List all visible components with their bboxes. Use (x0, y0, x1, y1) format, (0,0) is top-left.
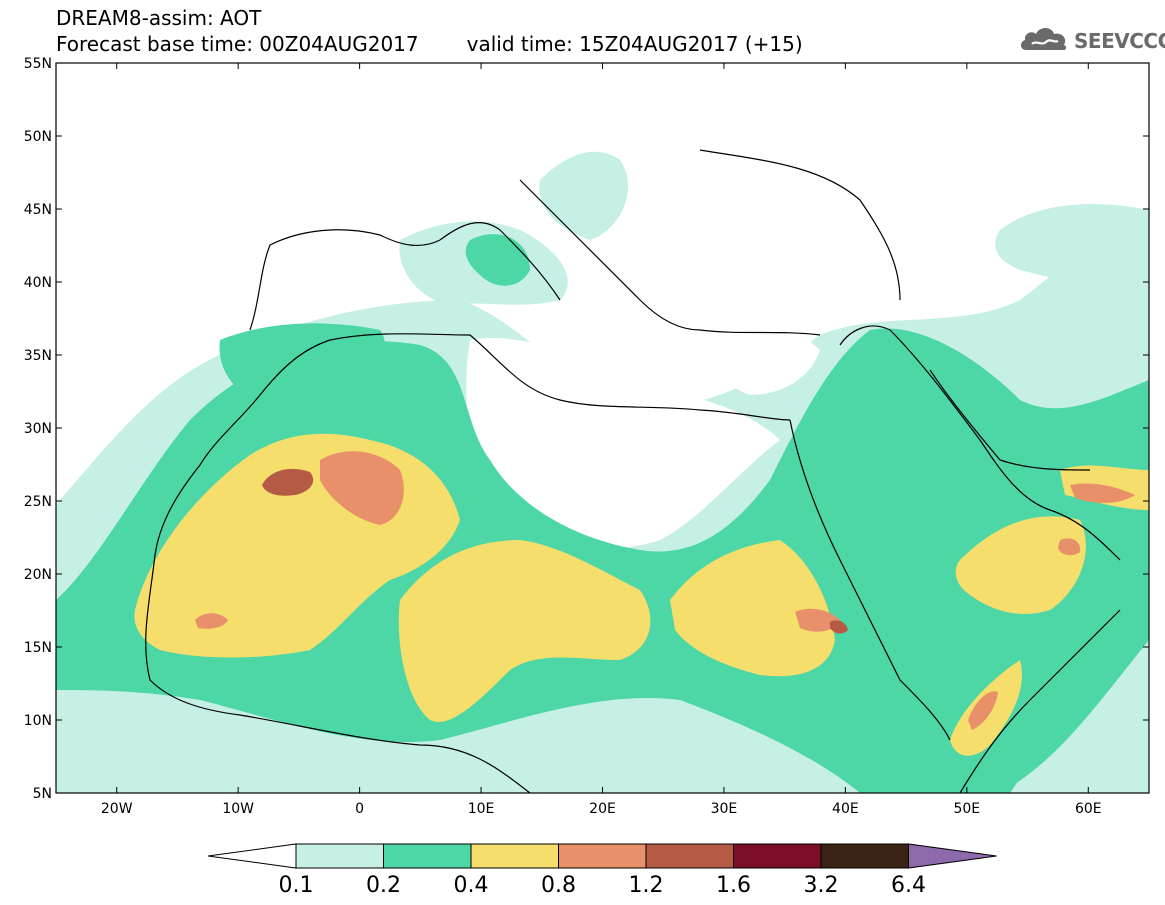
aot-band-0.4-sudan (670, 540, 835, 677)
colorbar-high-arrow (908, 843, 997, 869)
aot-patch-yemen (1058, 538, 1081, 556)
valid-time: valid time: 15Z04AUG2017 (+15) (466, 32, 803, 56)
colorbar-low-arrow (207, 843, 297, 869)
lon-label-20E: 20E (589, 801, 616, 817)
lon-label-50E: 50E (953, 801, 980, 817)
aot-clear-libya (466, 338, 780, 549)
colorbar-label: 0.8 (541, 873, 576, 898)
aot-patch-morocco (219, 323, 386, 410)
colorbar-box (295, 843, 384, 869)
colorbar-labels: 0.1 0.2 0.4 0.8 1.2 1.6 3.2 6.4 (279, 873, 927, 898)
lat-label-50N: 50N (24, 129, 52, 145)
aot-band-0.4-arabia (955, 516, 1086, 615)
aot-core-ethiopia (830, 620, 848, 634)
aot-patch-caspian (995, 204, 1149, 300)
latitude-labels: 5N 10N 15N 20N 25N 30N 35N 40N 45N 50N 55N (24, 56, 52, 802)
colorbar-label: 0.2 (366, 873, 401, 898)
lat-label-10N: 10N (24, 713, 52, 729)
colorbar-label: 1.2 (629, 873, 664, 898)
lat-label-40N: 40N (24, 275, 52, 291)
logo-text: SEEVCCC (1074, 29, 1165, 53)
colorbar (207, 843, 997, 869)
lon-label-20W: 20W (101, 801, 133, 817)
aot-core-algeria (262, 468, 314, 496)
base-time: Forecast base time: 00Z04AUG2017 (56, 32, 419, 56)
lat-label-35N: 35N (24, 348, 52, 364)
aot-clear-levant (714, 326, 820, 395)
aot-patch-somalia-core (968, 691, 998, 730)
seevccc-logo: SEEVCCC (1018, 24, 1165, 54)
colorbar-box (383, 843, 472, 869)
colorbar-label: 3.2 (804, 873, 839, 898)
aot-patch-balkans (539, 151, 629, 240)
aot-patch-tyrrhenian (465, 234, 530, 286)
aot-patch-oman (1070, 483, 1135, 503)
aot-fields (56, 151, 1149, 793)
lat-label-15N: 15N (24, 640, 52, 656)
lon-label-10W: 10W (222, 801, 254, 817)
colorbar-label: 1.6 (716, 873, 751, 898)
colorbar-box (820, 843, 909, 869)
lat-label-5N: 5N (33, 786, 52, 802)
lat-label-45N: 45N (24, 202, 52, 218)
aot-patch-mauritania (195, 613, 228, 629)
lon-label-30E: 30E (711, 801, 738, 817)
lon-label-10E: 10E (468, 801, 495, 817)
lon-label-40E: 40E (832, 801, 859, 817)
colorbar-box (645, 843, 734, 869)
colorbar-label: 0.1 (279, 873, 314, 898)
aot-band-0.4-sahel (398, 540, 651, 722)
colorbar-box (558, 843, 647, 869)
cloud-logo-icon (1020, 28, 1067, 51)
axis-ticks (56, 62, 1149, 794)
colorbar-box (733, 843, 822, 869)
aot-patch-eritrea (795, 608, 840, 632)
coastlines (145, 149, 1121, 793)
lat-label-20N: 20N (24, 567, 52, 583)
colorbar-label: 6.4 (891, 873, 926, 898)
map-title: DREAM8-assim: AOT (56, 6, 262, 30)
lat-label-30N: 30N (24, 421, 52, 437)
lon-label-60E: 60E (1075, 801, 1102, 817)
lat-label-25N: 25N (24, 494, 52, 510)
colorbar-label: 0.4 (454, 873, 489, 898)
colorbar-box (470, 843, 559, 869)
aot-patch-algeria (320, 451, 404, 525)
forecast-times: Forecast base time: 00Z04AUG2017 valid ti… (56, 33, 803, 55)
lon-label-0: 0 (355, 801, 364, 817)
longitude-labels: 20W 10W 0 10E 20E 30E 40E 50E 60E (101, 801, 1102, 817)
lat-label-55N: 55N (24, 56, 52, 72)
